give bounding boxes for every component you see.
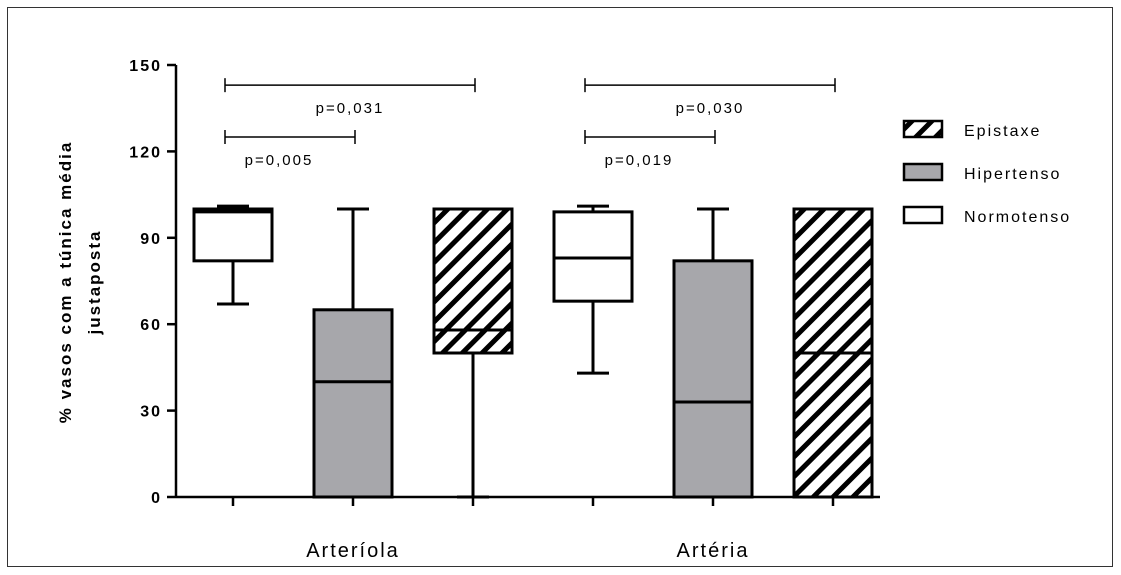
y-tick-label: 0 [151,490,162,507]
legend-swatch [902,119,944,139]
box-body [192,207,274,263]
x-category-label: Arteríola [306,540,400,562]
significance-bracket: p=0,019 [584,130,716,169]
y-axis-label-line2: justaposta [85,229,104,335]
box-hipertenso [672,207,754,499]
box-normotenso [192,204,274,306]
legend-item-epistaxe: Epistaxe [902,119,1041,140]
p-value-label: p=0,031 [316,100,385,117]
y-tick-label: 120 [129,144,162,161]
legend-label: Normotenso [964,209,1071,226]
y-tick-label: 150 [129,58,162,75]
box-hipertenso [312,207,394,499]
box-normotenso [552,204,634,375]
box-epistaxe [792,207,874,499]
y-tick-label: 90 [140,231,162,248]
significance-bracket: p=0,031 [224,78,476,117]
legend-item-normotenso: Normotenso [902,205,1071,226]
legend-swatch [902,162,944,182]
significance-bracket: p=0,030 [584,78,836,117]
box-body [312,308,394,499]
legend-label: Epistaxe [964,123,1041,140]
p-value-label: p=0,030 [676,100,745,117]
y-tick-label: 60 [140,317,162,334]
box-body [672,259,754,499]
legend-item-hipertenso: Hipertenso [902,162,1061,183]
p-value-label: p=0,005 [245,152,314,169]
box-epistaxe [432,207,514,499]
legend-label: Hipertenso [964,166,1061,183]
significance-bracket: p=0,005 [224,130,356,169]
legend-swatch [902,205,944,225]
y-tick-label: 30 [140,404,162,421]
y-axis-label-line1: % vasos com a túnica média [56,141,75,424]
x-category-label: Artéria [677,540,750,562]
p-value-label: p=0,019 [605,152,674,169]
